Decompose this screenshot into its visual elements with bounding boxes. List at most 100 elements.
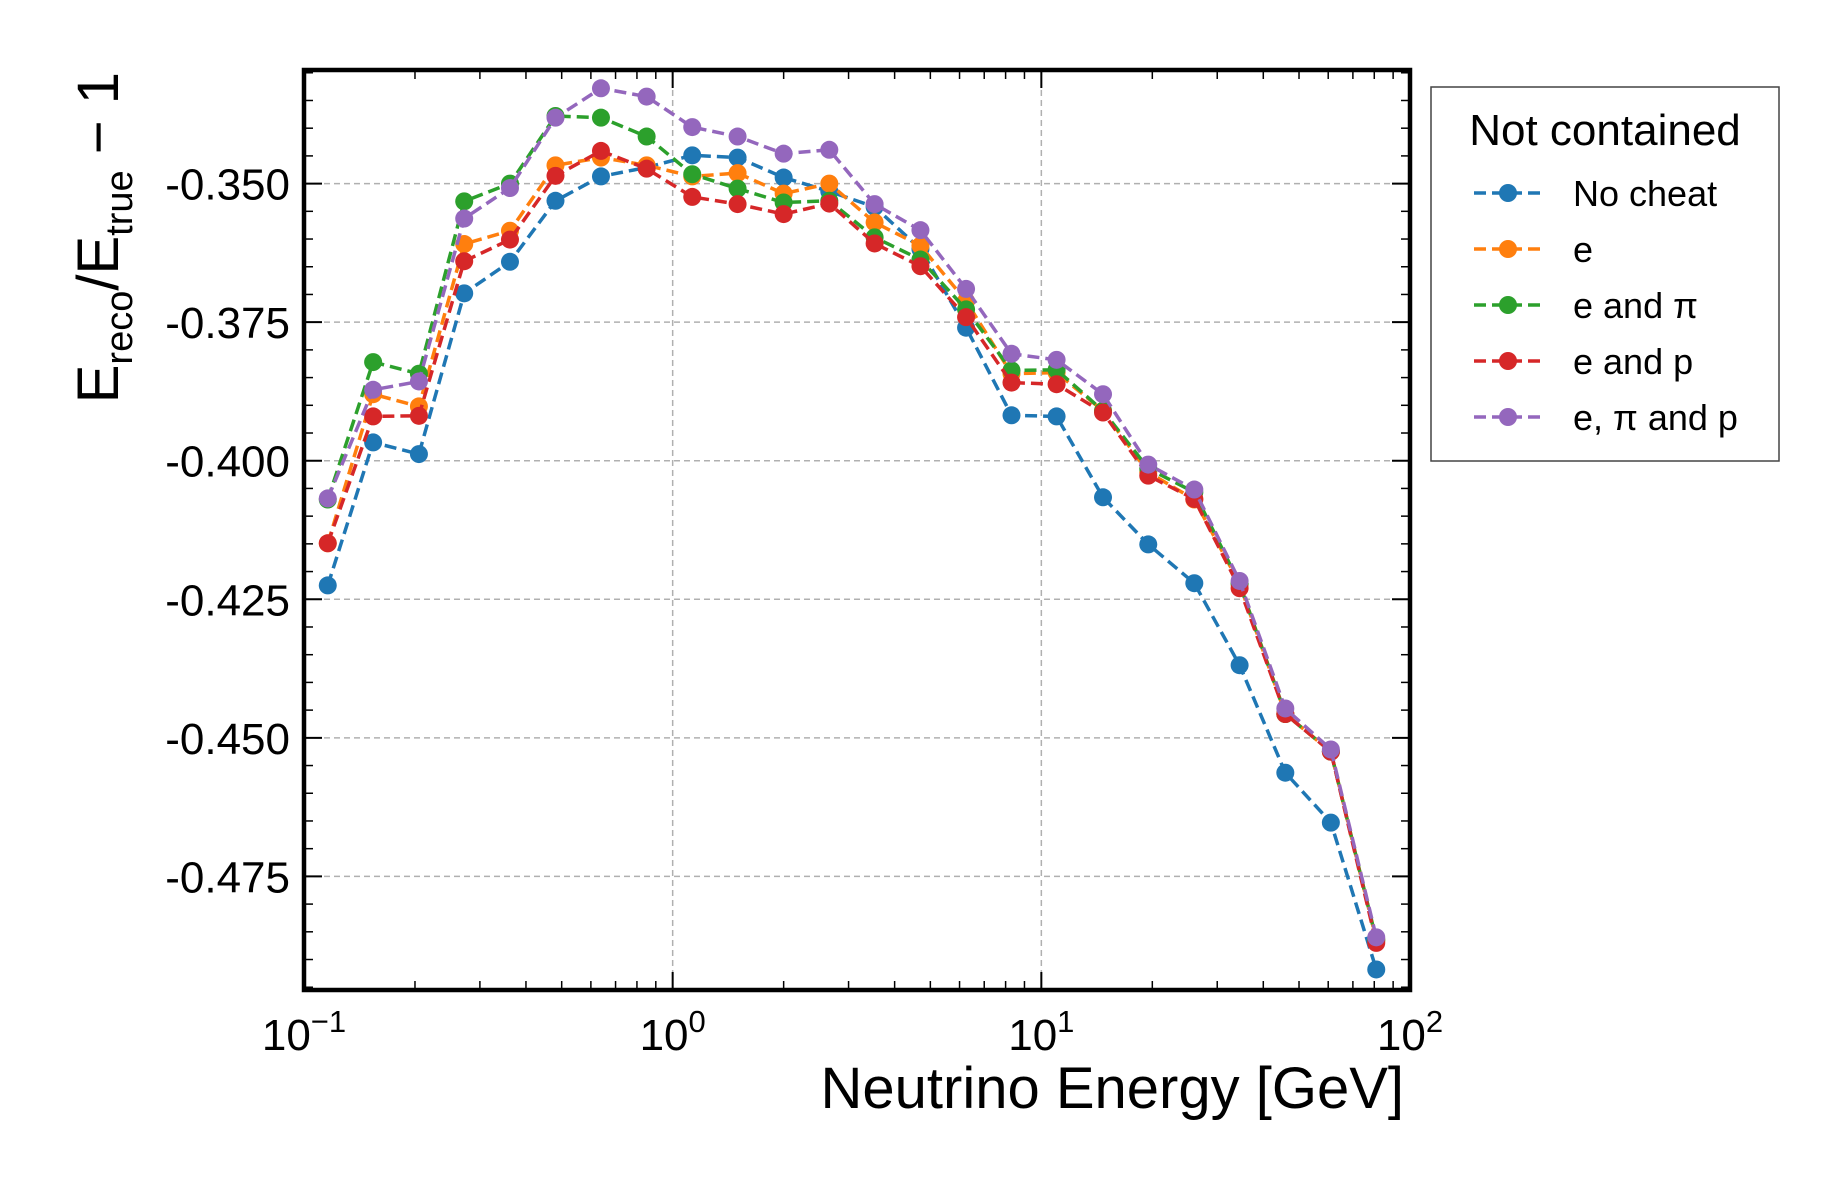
series-line: [326, 153, 1378, 971]
data-point: [1002, 344, 1021, 363]
legend-swatch-marker: [1499, 296, 1517, 314]
data-point: [728, 148, 747, 167]
series-line: [326, 114, 1379, 941]
legend: Not contained No cheat e e and π e and p e, …: [1430, 86, 1780, 462]
data-point: [546, 108, 565, 127]
data-point: [591, 167, 610, 186]
data-point: [318, 534, 337, 553]
series-3: [318, 107, 1386, 950]
data-point: [637, 87, 656, 106]
legend-swatch-marker: [1499, 240, 1517, 258]
legend-label: e: [1573, 229, 1593, 270]
data-point: [1230, 571, 1249, 590]
data-point: [1002, 373, 1021, 392]
data-point: [683, 146, 702, 165]
data-point: [546, 166, 565, 185]
data-point: [728, 179, 747, 198]
data-point: [1002, 406, 1021, 425]
data-point: [455, 284, 474, 303]
data-point: [820, 140, 839, 159]
y-label-tail: − 1: [66, 72, 131, 170]
data-point: [1276, 763, 1295, 782]
data-point: [1185, 574, 1204, 593]
data-point: [409, 372, 428, 391]
x-tick-labels: 10−1 100 101 102: [262, 1004, 1443, 1060]
data-point: [1094, 488, 1113, 507]
data-point: [820, 194, 839, 213]
series-line: [326, 86, 1379, 938]
legend-swatch-marker: [1499, 408, 1517, 426]
y-label-sub-reco: reco: [99, 291, 141, 365]
data-point: [364, 353, 383, 372]
data-point: [637, 159, 656, 178]
data-point: [1321, 740, 1340, 759]
data-point: [1047, 350, 1066, 369]
legend-entries: No cheat e e and π e and p e, π and p: [1474, 173, 1738, 438]
data-point: [865, 234, 884, 253]
legend-swatch-marker: [1499, 352, 1517, 370]
data-point: [911, 221, 930, 240]
y-tick-label: -0.475: [165, 853, 290, 902]
data-point: [455, 192, 474, 211]
data-point: [1276, 699, 1295, 718]
data-point: [591, 141, 610, 160]
series-line: [326, 155, 1379, 941]
x-tick-label: 10−1: [262, 1004, 346, 1060]
data-point: [364, 407, 383, 426]
data-point: [1139, 455, 1158, 474]
legend-label: e, π and p: [1573, 397, 1738, 438]
data-point: [683, 165, 702, 184]
data-point: [865, 213, 884, 232]
data-point: [1367, 960, 1386, 979]
data-point: [820, 174, 839, 193]
y-label-base: E: [66, 365, 131, 404]
data-point: [1139, 535, 1158, 554]
legend-entry: e, π and p: [1474, 397, 1738, 438]
data-point: [1047, 407, 1066, 426]
y-tick-label: -0.350: [165, 161, 290, 210]
data-point: [637, 127, 656, 146]
y-tick-label: -0.450: [165, 715, 290, 764]
x-tick-label: 101: [1008, 1004, 1074, 1060]
grid: [304, 70, 1410, 990]
x-axis-label: Neutrino Energy [GeV]: [820, 1056, 1404, 1121]
data-point: [409, 406, 428, 425]
legend-swatch-marker: [1499, 184, 1517, 202]
legend-label: e and π: [1573, 285, 1698, 326]
data-point: [500, 252, 519, 271]
data-point: [728, 127, 747, 146]
data-point: [774, 168, 793, 187]
legend-label: No cheat: [1573, 173, 1717, 214]
y-label-sub-true: true: [99, 170, 141, 235]
data-point: [318, 576, 337, 595]
data-point: [865, 195, 884, 214]
data-point: [774, 144, 793, 163]
data-point: [455, 252, 474, 271]
y-tick-label: -0.400: [165, 438, 290, 487]
plot-frame: [301, 67, 1413, 993]
data-point: [728, 164, 747, 183]
series: [318, 79, 1386, 979]
data-point: [591, 79, 610, 98]
y-label-slash: /E: [66, 236, 131, 291]
legend-box: [1430, 86, 1780, 462]
data-point: [1367, 928, 1386, 947]
y-axis-label: Ereco/Etrue − 1: [66, 72, 141, 403]
data-point: [1185, 480, 1204, 499]
data-point: [683, 118, 702, 137]
x-tick-label: 100: [640, 1004, 706, 1060]
x-tick-label: 102: [1377, 1004, 1443, 1060]
legend-entry: No cheat: [1474, 173, 1717, 214]
legend-entry: e and p: [1474, 341, 1693, 382]
axis-ticks: [303, 70, 1411, 990]
data-point: [409, 445, 428, 464]
data-point: [774, 205, 793, 224]
y-tick-label: -0.425: [165, 576, 290, 625]
data-point: [500, 230, 519, 249]
data-point: [911, 236, 930, 255]
data-point: [500, 179, 519, 198]
data-point: [364, 380, 383, 399]
data-point: [318, 489, 337, 508]
data-point: [957, 279, 976, 298]
